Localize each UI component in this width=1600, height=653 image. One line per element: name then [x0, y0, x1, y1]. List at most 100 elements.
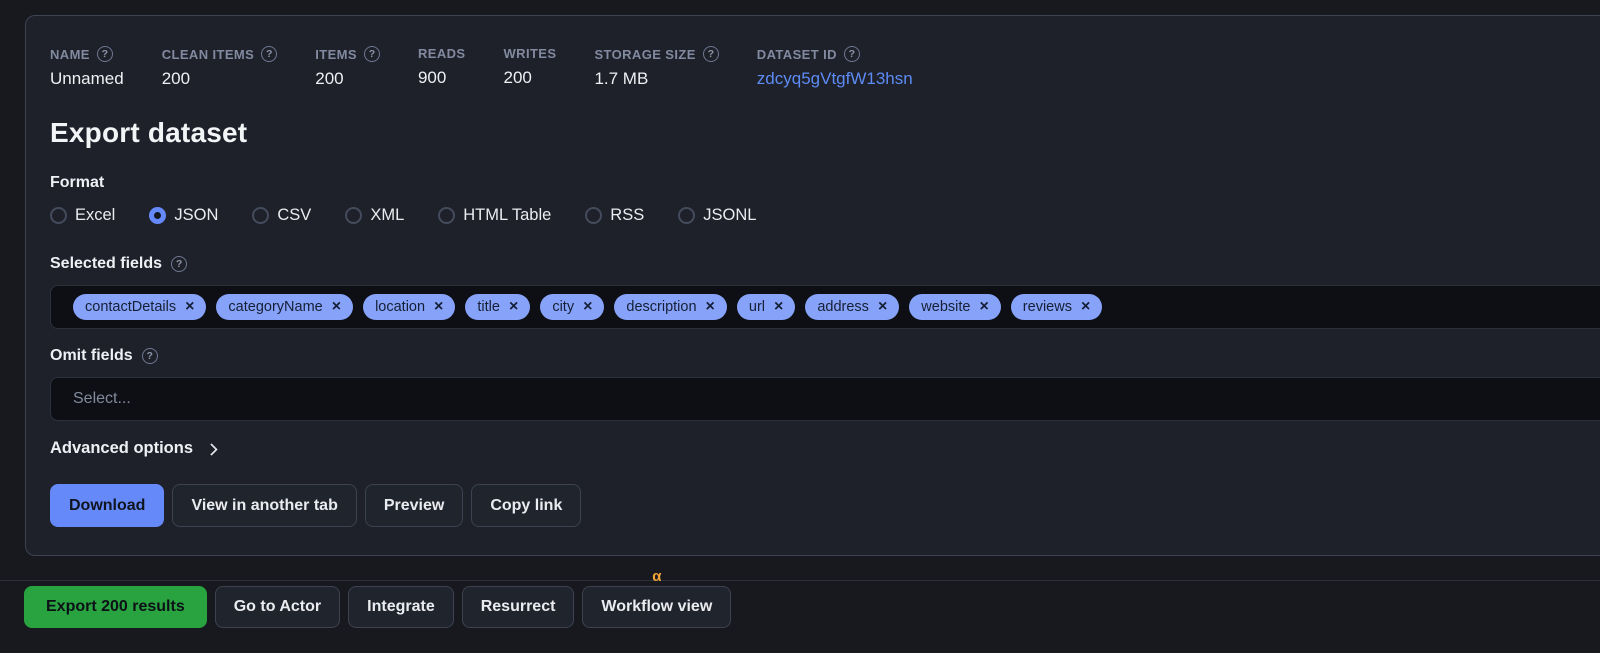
advanced-options-toggle[interactable]: Advanced options: [50, 439, 218, 458]
dataset-stats: NAME? Unnamed CLEAN ITEMS? 200 ITEMS? 200 READ…: [50, 46, 1600, 89]
format-radio-csv[interactable]: CSV: [252, 206, 311, 225]
radio-label: HTML Table: [463, 206, 552, 224]
export-results-button[interactable]: Export 200 results: [24, 586, 207, 628]
chevron-right-icon: [205, 442, 218, 456]
export-actions: Download View in another tab Preview Cop…: [50, 484, 1600, 527]
stat-label-text: ITEMS: [315, 46, 357, 62]
field-tag-label: contactDetails: [85, 299, 177, 315]
field-tag-label: url: [748, 299, 765, 315]
stat-label: ITEMS?: [315, 46, 380, 62]
omit-fields-placeholder: Select...: [73, 390, 131, 407]
radio-unchecked-icon: [345, 207, 363, 224]
footer-divider: [0, 580, 1600, 581]
field-tag-label: title: [477, 299, 500, 315]
help-icon[interactable]: ?: [261, 46, 278, 62]
format-label-text: Format: [50, 174, 105, 191]
radio-unchecked-icon: [50, 207, 67, 224]
omit-fields-label: Omit fields ?: [50, 347, 1600, 365]
workflow-view-button[interactable]: Workflow view: [582, 586, 732, 628]
close-icon[interactable]: ×: [979, 298, 989, 315]
field-tag-contactdetails: contactDetails ×: [73, 294, 207, 320]
field-tag-label: address: [817, 299, 869, 315]
format-radio-excel[interactable]: Excel: [50, 206, 115, 225]
stat-writes: WRITES 200: [503, 46, 556, 89]
omit-fields-label-text: Omit fields: [50, 347, 133, 364]
field-tag-label: description: [626, 299, 697, 315]
format-radio-rss[interactable]: RSS: [585, 206, 644, 225]
field-tag-label: website: [921, 299, 971, 315]
radio-label: Excel: [75, 206, 116, 224]
radio-label: RSS: [610, 206, 645, 224]
close-icon[interactable]: ×: [185, 298, 195, 315]
stat-name: NAME? Unnamed: [50, 46, 124, 89]
field-tag-label: city: [552, 299, 575, 315]
close-icon[interactable]: ×: [1080, 298, 1091, 315]
page-title: Export dataset: [50, 117, 248, 148]
help-icon[interactable]: ?: [171, 256, 188, 272]
go-to-actor-button[interactable]: Go to Actor: [214, 586, 341, 628]
stat-label-text: DATASET ID: [756, 46, 837, 62]
field-tag-location: location ×: [363, 294, 456, 320]
field-tag-address: address ×: [805, 294, 900, 320]
help-icon[interactable]: ?: [702, 46, 719, 62]
view-in-another-tab-button[interactable]: View in another tab: [172, 484, 357, 527]
radio-unchecked-icon: [585, 207, 603, 224]
export-dataset-card: NAME? Unnamed CLEAN ITEMS? 200 ITEMS? 200 READ…: [25, 15, 1600, 556]
stat-label: NAME?: [50, 46, 124, 62]
stat-value: 1.7 MB: [594, 69, 649, 88]
copy-link-button[interactable]: Copy link: [471, 484, 582, 527]
omit-fields-input[interactable]: Select...: [50, 377, 1600, 421]
field-tag-url: url ×: [736, 294, 796, 320]
stat-value: Unnamed: [50, 69, 124, 88]
resurrect-button[interactable]: Resurrect: [461, 586, 575, 628]
close-icon[interactable]: ×: [774, 298, 784, 315]
help-icon[interactable]: ?: [363, 46, 380, 62]
field-tag-categoryname: categoryName ×: [216, 294, 354, 320]
help-icon[interactable]: ?: [96, 46, 113, 62]
dataset-id-link[interactable]: zdcyq5gVtgfW13hsn: [756, 69, 913, 88]
footer-toolbar: Export 200 results Go to Actor Integrate…: [24, 569, 732, 628]
close-icon[interactable]: ×: [877, 298, 888, 315]
stat-clean-items: CLEAN ITEMS? 200: [162, 46, 278, 89]
help-icon[interactable]: ?: [141, 348, 158, 364]
stat-label-text: NAME: [50, 46, 90, 62]
field-tag-title: title ×: [465, 294, 531, 320]
close-icon[interactable]: ×: [434, 298, 444, 315]
radio-checked-icon: [149, 207, 167, 224]
selected-fields-input[interactable]: contactDetails × categoryName × location × tit…: [50, 285, 1600, 329]
stat-label: DATASET ID?: [757, 46, 913, 62]
stat-value: 900: [417, 68, 447, 87]
radio-label: XML: [370, 206, 405, 224]
integrate-button[interactable]: Integrate: [348, 586, 454, 628]
format-radio-jsonl[interactable]: JSONL: [678, 206, 756, 225]
help-icon[interactable]: ?: [843, 46, 860, 62]
close-icon[interactable]: ×: [331, 298, 342, 315]
stat-storage-size: STORAGE SIZE? 1.7 MB: [594, 46, 719, 89]
field-tag-description: description ×: [614, 294, 727, 320]
stat-label: WRITES: [503, 46, 556, 61]
format-radio-xml[interactable]: XML: [345, 206, 404, 225]
format-radio-group: Excel JSON CSV XML HTML Table RSS JSONL: [50, 206, 1600, 225]
format-radio-json[interactable]: JSON: [149, 206, 218, 225]
preview-button[interactable]: Preview: [364, 484, 464, 527]
download-button[interactable]: Download: [50, 484, 165, 527]
field-tag-label: location: [375, 299, 426, 315]
stat-label-text: READS: [417, 46, 466, 61]
radio-label: JSONL: [703, 206, 757, 224]
workflow-view-wrap: α Workflow view: [582, 569, 732, 628]
selected-fields-label-text: Selected fields: [50, 255, 163, 272]
advanced-options-label: Advanced options: [50, 439, 194, 457]
stat-value: 200: [161, 69, 191, 88]
alpha-badge: α: [652, 568, 662, 585]
format-radio-html-table[interactable]: HTML Table: [438, 206, 551, 225]
stat-label-text: WRITES: [503, 46, 557, 61]
close-icon[interactable]: ×: [705, 298, 715, 315]
close-icon[interactable]: ×: [583, 298, 593, 315]
stat-label: READS: [418, 46, 466, 61]
close-icon[interactable]: ×: [508, 298, 519, 315]
stat-label-text: STORAGE SIZE: [594, 46, 696, 62]
radio-label: CSV: [277, 206, 312, 224]
radio-unchecked-icon: [438, 207, 456, 224]
format-label: Format: [50, 174, 1600, 192]
stat-label-text: CLEAN ITEMS: [161, 46, 255, 62]
